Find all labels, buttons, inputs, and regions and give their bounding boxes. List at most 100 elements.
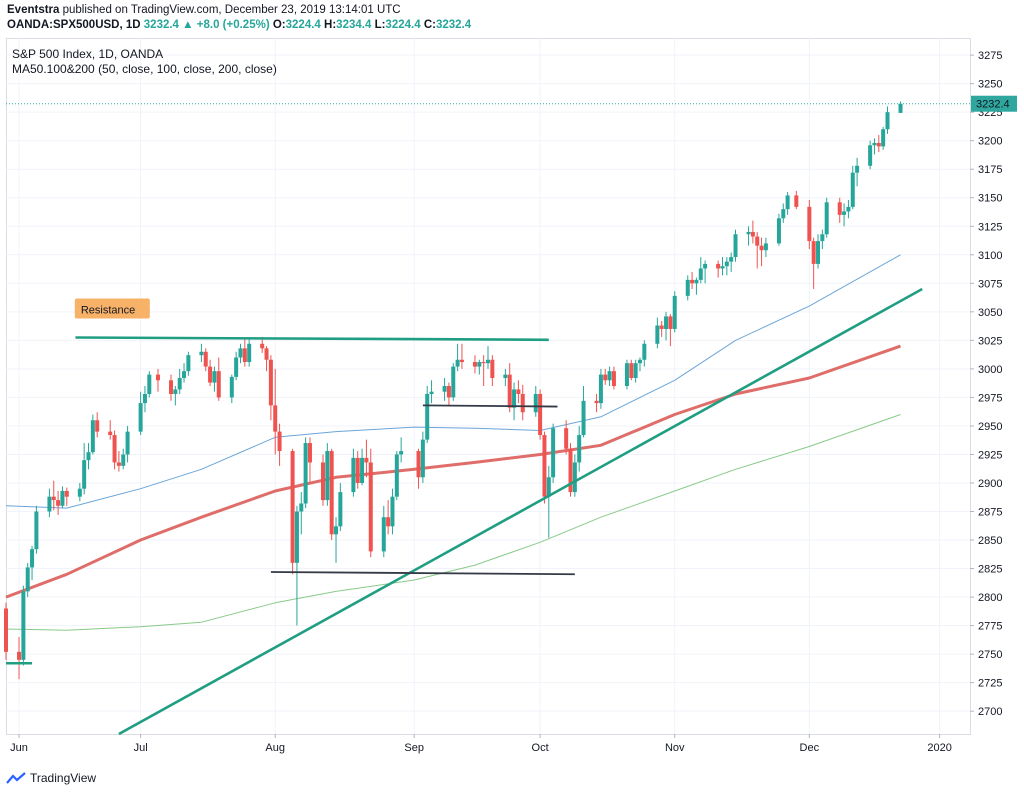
candle-body xyxy=(811,241,816,264)
high-label: H: xyxy=(324,19,337,31)
y-tick-label: 2700 xyxy=(978,706,1002,718)
y-tick-label: 3200 xyxy=(978,136,1002,148)
ma-line-ma50 xyxy=(5,254,901,509)
y-tick-label: 3075 xyxy=(978,278,1002,290)
candle xyxy=(490,355,495,386)
x-tick-label: Sep xyxy=(404,742,424,754)
y-tick-label: 3150 xyxy=(978,193,1002,205)
candle xyxy=(425,386,430,444)
y-tick-label: 3100 xyxy=(978,250,1002,262)
candle xyxy=(624,359,629,390)
candle-body xyxy=(577,435,582,463)
candle-body xyxy=(142,393,147,404)
open-label: O: xyxy=(272,19,286,31)
candle xyxy=(759,237,764,267)
resistance-line xyxy=(75,336,549,342)
candle-body xyxy=(4,608,8,652)
candle-body xyxy=(876,142,881,147)
candle xyxy=(690,271,695,290)
candle xyxy=(360,448,365,486)
candle xyxy=(455,343,460,372)
candle xyxy=(399,437,404,463)
candle xyxy=(320,454,325,506)
candle xyxy=(820,229,825,250)
candle xyxy=(672,291,677,333)
candle xyxy=(446,382,451,406)
publish-info: Eventstra published on TradingView.com, … xyxy=(7,4,401,16)
candle xyxy=(594,393,599,413)
candle xyxy=(173,386,178,406)
candle xyxy=(325,443,330,506)
tradingview-brand: TradingView xyxy=(30,771,97,785)
candle xyxy=(776,213,781,246)
candle xyxy=(138,391,143,436)
candle-body xyxy=(633,363,638,379)
candle-body xyxy=(177,378,182,390)
pane-title: S&P 500 Index, 1D, OANDA xyxy=(12,47,163,61)
candle-body xyxy=(694,279,699,284)
candle-body xyxy=(56,500,61,506)
close-label: C: xyxy=(423,19,436,31)
candle-body xyxy=(690,279,695,284)
candle xyxy=(850,165,855,210)
candle-body xyxy=(155,374,160,381)
y-tick-label: 3250 xyxy=(978,79,1002,91)
candle-body xyxy=(655,325,660,344)
y-tick-label: 2950 xyxy=(978,421,1002,433)
candle-body xyxy=(116,462,121,466)
candle-body xyxy=(234,357,239,377)
last-price-marker: 3232.4 xyxy=(6,95,1017,112)
candle-body xyxy=(147,374,152,394)
candle-body xyxy=(138,403,143,432)
candle-body xyxy=(208,366,213,383)
candle xyxy=(64,487,69,506)
candle-body xyxy=(294,511,299,563)
candle-body xyxy=(629,363,634,379)
candle xyxy=(720,257,725,276)
candle-body xyxy=(420,439,425,478)
candle-body xyxy=(442,386,447,392)
candle-body xyxy=(95,420,100,432)
candle xyxy=(842,203,847,227)
tradingview-footer[interactable]: TradingView xyxy=(6,771,96,785)
x-tick-label: Jun xyxy=(10,742,28,754)
aug-support-line xyxy=(270,571,575,576)
candle-body xyxy=(34,511,39,550)
candle xyxy=(516,380,521,404)
annotation-text: Resistance xyxy=(81,305,135,317)
candle xyxy=(212,366,217,392)
candle-body xyxy=(238,348,243,358)
candle xyxy=(755,231,760,269)
candle-body xyxy=(169,380,174,394)
candle xyxy=(572,454,577,497)
last-price-badge xyxy=(971,95,1017,112)
y-tick-label: 2725 xyxy=(978,678,1002,690)
candle-body xyxy=(351,457,356,493)
publisher-name[interactable]: Eventstra xyxy=(7,4,60,16)
candle xyxy=(512,382,517,421)
candle xyxy=(121,448,126,470)
candles xyxy=(4,101,903,680)
candle-body xyxy=(260,343,265,349)
candle-body xyxy=(264,348,269,360)
candle-body xyxy=(729,257,734,262)
candle xyxy=(56,490,61,515)
candle xyxy=(142,386,147,413)
candle xyxy=(477,359,482,375)
candle xyxy=(703,260,708,284)
candle xyxy=(234,351,239,381)
candle-body xyxy=(242,348,247,363)
candle-body xyxy=(533,393,538,413)
candle-body xyxy=(481,362,486,364)
y-tick-label: 3275 xyxy=(978,50,1002,62)
candle-body xyxy=(21,591,26,660)
candle xyxy=(507,363,512,413)
candle-body xyxy=(329,451,334,535)
candle xyxy=(551,423,556,483)
price-axis: 2700 2725 2750 2775 2800 2825 2850 2875 2900 2925… xyxy=(970,50,1002,718)
candle-body xyxy=(125,431,130,455)
price-change: +8.0 (+0.25%) xyxy=(196,19,270,31)
candle xyxy=(355,451,360,489)
y-tick-label: 2975 xyxy=(978,392,1002,404)
